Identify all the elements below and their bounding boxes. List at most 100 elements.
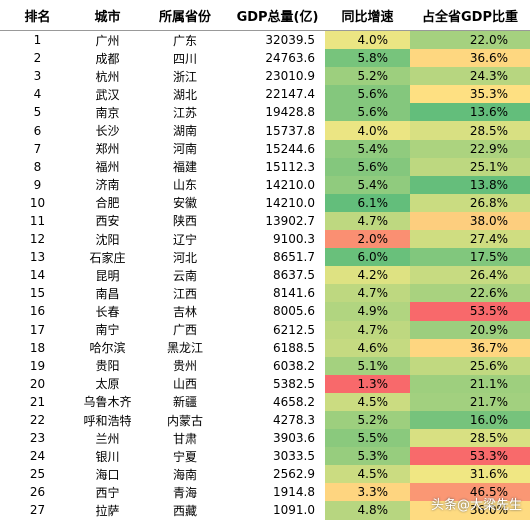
gdp-cell: 15737.8 bbox=[265, 123, 315, 138]
province-cell: 河南 bbox=[172, 142, 197, 157]
province-cell: 浙江 bbox=[172, 69, 197, 84]
rank-cell: 13 bbox=[29, 250, 46, 265]
header-cell: 占全省GDP比重 bbox=[410, 0, 530, 31]
table-row: 10 合肥 安徽 14210.0 6.1% 26.8% bbox=[0, 193, 530, 212]
province-cell: 江西 bbox=[172, 286, 197, 301]
rank-cell: 23 bbox=[29, 431, 46, 446]
city-cell: 成都 bbox=[95, 51, 120, 66]
header-cell: 同比增速 bbox=[325, 0, 410, 31]
share-cell: 21.1% bbox=[410, 374, 530, 393]
share-cell: 20.9% bbox=[410, 320, 530, 339]
table-row: 13 石家庄 河北 8651.7 6.0% 17.5% bbox=[0, 248, 530, 267]
table-row: 18 哈尔滨 黑龙江 6188.5 4.6% 36.7% bbox=[0, 338, 530, 357]
rank-cell: 5 bbox=[33, 105, 42, 120]
rank-cell: 11 bbox=[29, 213, 46, 228]
growth-cell: 6.0% bbox=[325, 248, 410, 267]
gdp-cell: 8651.7 bbox=[273, 250, 315, 265]
city-cell: 太原 bbox=[95, 377, 120, 392]
province-cell: 黑龙江 bbox=[166, 341, 203, 356]
rank-cell: 19 bbox=[29, 358, 46, 373]
gdp-cell: 1914.8 bbox=[273, 485, 315, 500]
rank-cell: 14 bbox=[29, 268, 46, 283]
table-row: 26 西宁 青海 1914.8 3.3% 46.5% bbox=[0, 483, 530, 502]
city-cell: 南昌 bbox=[95, 286, 120, 301]
share-cell: 22.6% bbox=[410, 284, 530, 303]
city-cell: 海口 bbox=[95, 467, 120, 482]
table-row: 21 乌鲁木齐 新疆 4658.2 4.5% 21.7% bbox=[0, 392, 530, 411]
rank-cell: 22 bbox=[29, 413, 46, 428]
share-cell: 25.1% bbox=[410, 157, 530, 176]
table-row: 4 武汉 湖北 22147.4 5.6% 35.3% bbox=[0, 85, 530, 104]
share-cell: 28.5% bbox=[410, 121, 530, 140]
city-cell: 南京 bbox=[95, 105, 120, 120]
growth-cell: 2.0% bbox=[325, 230, 410, 249]
province-cell: 四川 bbox=[172, 51, 197, 66]
share-cell: 27.4% bbox=[410, 230, 530, 249]
gdp-cell: 14210.0 bbox=[265, 177, 315, 192]
gdp-cell: 4658.2 bbox=[273, 394, 315, 409]
table-row: 2 成都 四川 24763.6 5.8% 36.6% bbox=[0, 49, 530, 68]
province-cell: 宁夏 bbox=[172, 449, 197, 464]
province-cell: 湖北 bbox=[172, 87, 197, 102]
growth-cell: 3.3% bbox=[325, 483, 410, 502]
province-cell: 山东 bbox=[172, 178, 197, 193]
rank-cell: 9 bbox=[33, 177, 42, 192]
city-cell: 沈阳 bbox=[95, 232, 120, 247]
table-row: 20 太原 山西 5382.5 1.3% 21.1% bbox=[0, 374, 530, 393]
gdp-cell: 5382.5 bbox=[273, 376, 315, 391]
gdp-cell: 32039.5 bbox=[265, 33, 315, 48]
growth-cell: 5.2% bbox=[325, 410, 410, 430]
share-cell: 31.6% bbox=[410, 465, 530, 484]
share-cell: 36.6% bbox=[410, 49, 530, 68]
gdp-cell: 6212.5 bbox=[273, 322, 315, 337]
province-cell: 湖南 bbox=[172, 124, 197, 139]
city-cell: 兰州 bbox=[95, 431, 120, 446]
province-cell: 吉林 bbox=[172, 304, 197, 319]
province-cell: 河北 bbox=[172, 250, 197, 265]
share-cell: 46.5% bbox=[410, 483, 530, 502]
gdp-cell: 24763.6 bbox=[265, 51, 315, 66]
city-cell: 拉萨 bbox=[95, 503, 120, 518]
city-cell: 长春 bbox=[95, 304, 120, 319]
header-cell: 所属省份 bbox=[140, 0, 230, 31]
gdp-cell: 15112.3 bbox=[265, 159, 315, 174]
growth-cell: 4.7% bbox=[325, 211, 410, 231]
city-cell: 南宁 bbox=[95, 323, 120, 338]
city-cell: 乌鲁木齐 bbox=[83, 395, 132, 410]
growth-cell: 5.4% bbox=[325, 175, 410, 194]
share-cell: 35.3% bbox=[410, 85, 530, 104]
rank-cell: 16 bbox=[29, 304, 46, 319]
city-cell: 西安 bbox=[95, 214, 120, 229]
growth-cell: 5.6% bbox=[325, 85, 410, 104]
share-cell: 25.6% bbox=[410, 356, 530, 375]
table-row: 11 西安 陕西 13902.7 4.7% 38.0% bbox=[0, 211, 530, 231]
growth-cell: 5.4% bbox=[325, 139, 410, 158]
province-cell: 内蒙古 bbox=[166, 413, 203, 428]
table-row: 15 南昌 江西 8141.6 4.7% 22.6% bbox=[0, 284, 530, 303]
rank-cell: 25 bbox=[29, 467, 46, 482]
table-row: 1 广州 广东 32039.5 4.0% 22.0% bbox=[0, 30, 530, 50]
gdp-cell: 8637.5 bbox=[273, 268, 315, 283]
rank-cell: 2 bbox=[33, 51, 42, 66]
city-cell: 郑州 bbox=[95, 142, 120, 157]
growth-cell: 4.5% bbox=[325, 465, 410, 484]
gdp-cell: 2562.9 bbox=[273, 467, 315, 482]
growth-cell: 1.3% bbox=[325, 374, 410, 393]
share-cell: 22.0% bbox=[410, 30, 530, 50]
rank-cell: 18 bbox=[29, 340, 46, 355]
province-cell: 甘肃 bbox=[172, 431, 197, 446]
rank-cell: 24 bbox=[29, 449, 46, 464]
province-cell: 贵州 bbox=[172, 359, 197, 374]
city-cell: 武汉 bbox=[95, 87, 120, 102]
gdp-cell: 19428.8 bbox=[265, 105, 315, 120]
table-row: 25 海口 海南 2562.9 4.5% 31.6% bbox=[0, 465, 530, 484]
gdp-cell: 3903.6 bbox=[273, 431, 315, 446]
province-cell: 广东 bbox=[172, 33, 197, 48]
table-row: 12 沈阳 辽宁 9100.3 2.0% 27.4% bbox=[0, 230, 530, 249]
city-cell: 昆明 bbox=[95, 268, 120, 283]
province-cell: 西藏 bbox=[172, 503, 197, 518]
province-cell: 辽宁 bbox=[172, 232, 197, 247]
header-row: 排名 城市 所属省份 GDP总量(亿) 同比增速 占全省GDP比重 bbox=[0, 0, 530, 31]
